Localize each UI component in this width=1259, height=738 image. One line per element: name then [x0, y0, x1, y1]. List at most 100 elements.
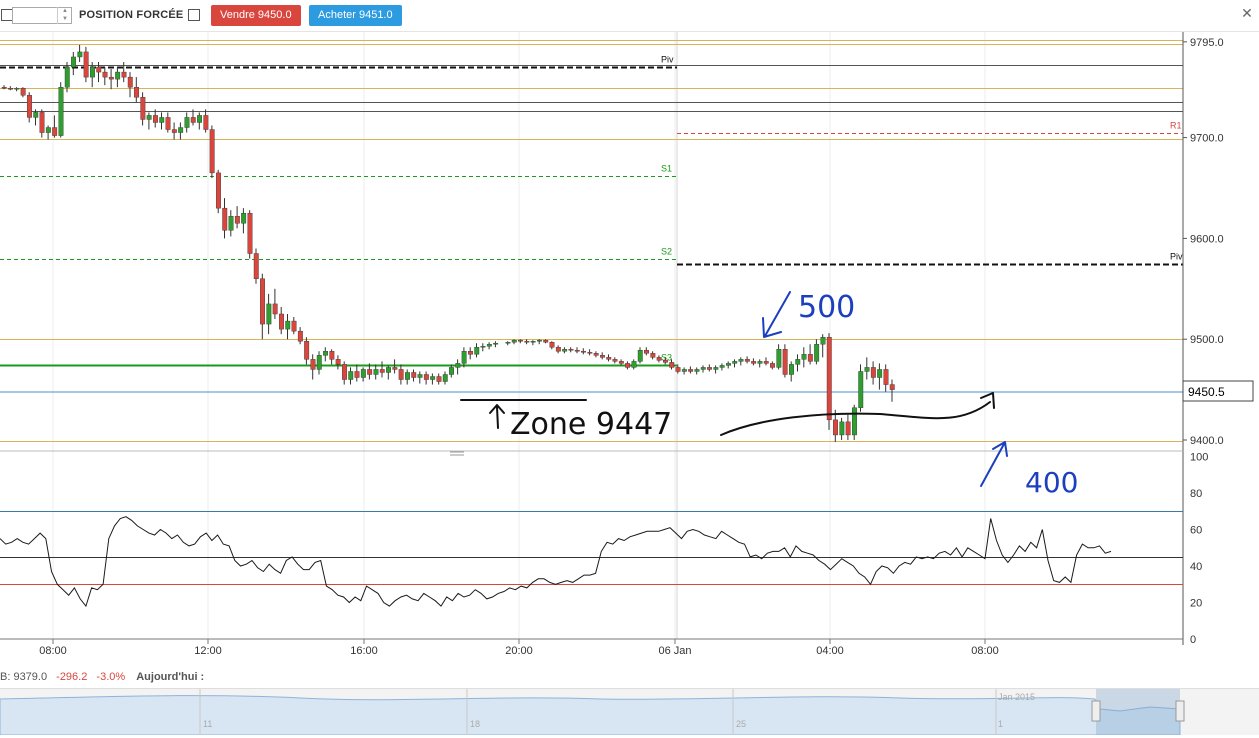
- candle-body: [770, 363, 775, 368]
- candle-body: [253, 253, 259, 279]
- candle-body: [197, 115, 203, 123]
- candle-body: [486, 344, 492, 347]
- stepper-up-icon[interactable]: ▲: [62, 8, 68, 14]
- time-tick-label: 16:00: [350, 645, 378, 657]
- candle-body: [757, 361, 763, 364]
- candle-body: [675, 367, 681, 372]
- candle-body: [379, 369, 385, 373]
- candle-body: [650, 353, 656, 358]
- candle-body: [826, 336, 832, 421]
- candle-body: [316, 355, 322, 370]
- candle-body: [719, 365, 725, 368]
- candle-body: [468, 351, 473, 355]
- buy-button[interactable]: Acheter 9451.0: [309, 5, 402, 26]
- pivot-label: S1: [661, 164, 672, 174]
- connector-arrow-icon: [980, 392, 995, 409]
- navigator-label: 25: [736, 719, 746, 729]
- stepper-down-icon[interactable]: ▼: [62, 16, 68, 22]
- time-axis: 08:00 12:00 16:00 20:00 06 Jan 04:00 08:00: [39, 639, 999, 657]
- candle-body: [373, 369, 379, 375]
- candle-body: [461, 351, 467, 364]
- candle-body: [14, 88, 20, 90]
- indicator-axis: 100 80 60 40 20 0: [1190, 452, 1208, 647]
- candle-body: [618, 361, 624, 364]
- candle-body: [782, 349, 788, 375]
- sell-button[interactable]: Vendre 9450.0: [211, 5, 301, 26]
- axis-corner: [1183, 645, 1259, 685]
- annotation-400: [980, 441, 1008, 487]
- close-icon[interactable]: ✕: [1241, 5, 1253, 21]
- candle-body: [681, 369, 687, 372]
- quantity-stepper[interactable]: ▲ ▼: [57, 7, 72, 24]
- candle-body: [669, 362, 675, 368]
- last-price-box: [1182, 380, 1254, 402]
- candle-body: [297, 330, 303, 342]
- candle-body: [795, 359, 801, 365]
- forced-position-label: POSITION FORCÉE: [79, 9, 184, 21]
- price-axis: 9795.0 9700.0 9600.0 9500.0 9400.0: [1183, 37, 1224, 447]
- candle-body: [530, 341, 536, 343]
- candle-body: [555, 347, 561, 352]
- annotation-zone-label: Zone 9447: [510, 407, 672, 442]
- candle-body: [474, 347, 480, 355]
- candle-body: [310, 359, 316, 370]
- candle-body: [45, 127, 51, 133]
- candle-body: [83, 51, 89, 78]
- panel-resize-handle[interactable]: [450, 451, 464, 456]
- candle-body: [190, 117, 196, 123]
- time-tick-label: 20:00: [505, 645, 533, 657]
- candle-body: [392, 367, 398, 370]
- navigator[interactable]: 11 18 25 1 Jan 2015: [0, 688, 1259, 736]
- candle-body: [455, 363, 461, 368]
- candle-body: [858, 371, 864, 408]
- candle-body: [442, 374, 448, 382]
- candle-body: [159, 117, 165, 123]
- candle-body: [115, 71, 121, 80]
- indicator-tick-label: 100: [1190, 452, 1208, 464]
- candle-body: [889, 384, 895, 390]
- candle-body: [260, 278, 265, 325]
- navigator-label: 11: [203, 719, 212, 729]
- candle-body: [1, 86, 7, 89]
- candle-body: [449, 367, 454, 375]
- annotation-500: [762, 291, 791, 338]
- navigator-right-handle[interactable]: [1175, 700, 1185, 722]
- candle-body: [845, 421, 851, 436]
- candle-body: [763, 361, 769, 364]
- candle-body: [587, 352, 593, 354]
- candle-body: [291, 320, 297, 332]
- candle-body: [625, 363, 631, 368]
- price-tick-label: 9400.0: [1190, 435, 1224, 447]
- candle-body: [272, 303, 278, 315]
- candle-body: [562, 349, 568, 352]
- candle-body: [543, 340, 549, 343]
- time-tick-label: 12:00: [194, 645, 222, 657]
- candle-body: [518, 340, 523, 342]
- time-tick-label: 08:00: [39, 645, 67, 657]
- candle-body: [266, 303, 272, 325]
- indicator-tick-label: 80: [1190, 488, 1202, 500]
- horizontal-levels: [0, 40, 1183, 442]
- price-tick-label: 9700.0: [1190, 133, 1224, 145]
- candle-body: [883, 369, 889, 385]
- forced-position-checkbox[interactable]: [188, 9, 200, 21]
- candle-body: [688, 369, 694, 372]
- candle-body: [71, 56, 77, 68]
- candle-body: [184, 117, 190, 128]
- navigator-window[interactable]: [1096, 689, 1180, 735]
- candle-body: [430, 376, 436, 380]
- candle-body: [738, 359, 744, 362]
- candle-body: [121, 71, 127, 78]
- time-tick-label: 06 Jan: [658, 645, 691, 657]
- candle-body: [102, 71, 108, 78]
- candle-body: [228, 216, 234, 231]
- candle-body: [493, 343, 499, 345]
- candle-body: [852, 407, 857, 436]
- up-arrow-icon: [980, 441, 1008, 487]
- candle-body: [279, 313, 284, 330]
- candle-body: [537, 340, 542, 342]
- candle-body: [839, 421, 845, 436]
- navigator-left-handle[interactable]: [1091, 700, 1101, 722]
- candle-body: [247, 212, 253, 254]
